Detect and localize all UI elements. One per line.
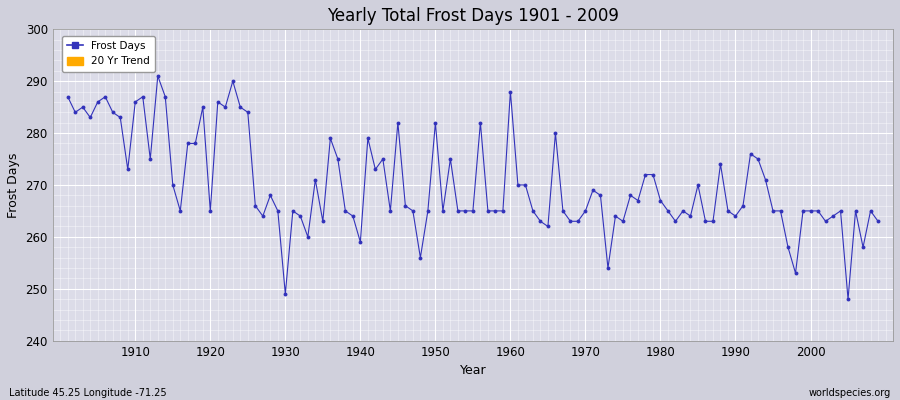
Title: Yearly Total Frost Days 1901 - 2009: Yearly Total Frost Days 1901 - 2009 bbox=[327, 7, 619, 25]
X-axis label: Year: Year bbox=[460, 364, 486, 377]
Y-axis label: Frost Days: Frost Days bbox=[7, 152, 20, 218]
Text: worldspecies.org: worldspecies.org bbox=[809, 388, 891, 398]
Text: Latitude 45.25 Longitude -71.25: Latitude 45.25 Longitude -71.25 bbox=[9, 388, 166, 398]
Legend: Frost Days, 20 Yr Trend: Frost Days, 20 Yr Trend bbox=[62, 36, 156, 72]
